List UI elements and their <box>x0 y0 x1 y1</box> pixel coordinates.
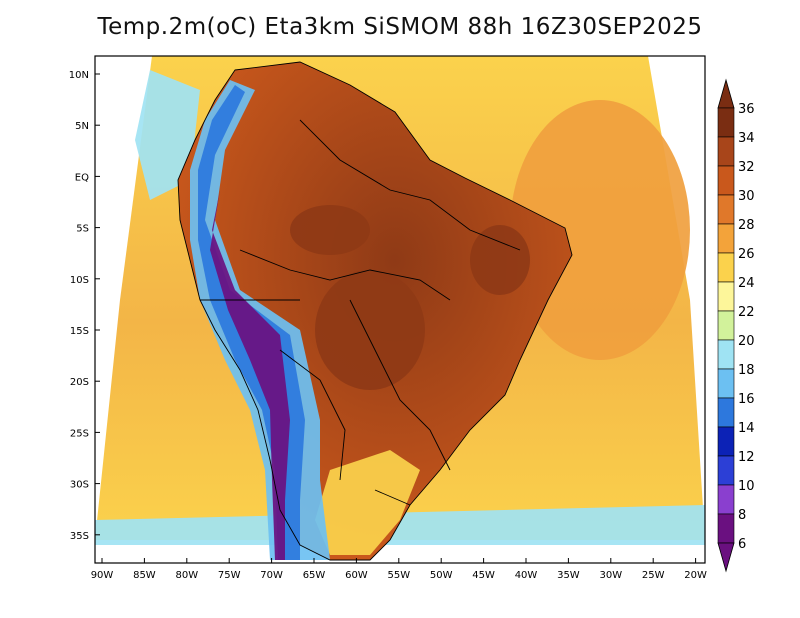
lat-tick-label: 35S <box>70 531 89 542</box>
lon-tick-label: 75W <box>218 570 241 581</box>
colorbar-swatch <box>717 426 735 457</box>
ocean-cool-south <box>95 505 705 545</box>
colorbar-swatch <box>717 194 735 225</box>
colorbar-label: 32 <box>738 160 755 175</box>
colorbar-label: 16 <box>738 392 755 407</box>
lon-tick-label: 35W <box>557 570 580 581</box>
lat-tick-label: 15S <box>70 326 89 337</box>
colorbar-swatch <box>717 484 735 515</box>
colorbar-swatch <box>717 397 735 428</box>
lon-tick-label: 85W <box>133 570 156 581</box>
colorbar-label: 26 <box>738 247 755 262</box>
andes-high <box>210 190 290 560</box>
colorbar-label: 34 <box>738 131 755 146</box>
lon-tick-label: 40W <box>515 570 538 581</box>
colorbar-swatch <box>717 223 735 254</box>
colorbar-label: 22 <box>738 305 755 320</box>
colorbar-label: 36 <box>738 102 755 117</box>
lat-tick-label: 25S <box>70 428 89 439</box>
lon-tick-label: 55W <box>387 570 410 581</box>
hot-core-amazon <box>290 205 370 255</box>
colorbar-label: 20 <box>738 334 755 349</box>
colorbar-label: 30 <box>738 189 755 204</box>
colorbar-swatch <box>717 252 735 283</box>
colorbar-label: 18 <box>738 363 755 378</box>
colorbar-label: 24 <box>738 276 755 291</box>
lat-tick-label: 5S <box>76 224 89 235</box>
hot-core-northeast <box>470 225 530 295</box>
map-frame <box>94 55 706 564</box>
lon-tick-label: 50W <box>430 570 453 581</box>
colorbar-label: 10 <box>738 479 755 494</box>
lat-tick-label: EQ <box>75 172 89 183</box>
colorbar-label: 14 <box>738 421 755 436</box>
lat-tick-label: 20S <box>70 377 89 388</box>
lon-tick-label: 65W <box>303 570 326 581</box>
colorbar-swatch <box>717 165 735 196</box>
colorbar-swatch <box>717 368 735 399</box>
lon-tick-label: 20W <box>684 570 707 581</box>
map-field <box>95 56 705 560</box>
ocean-warm-zone <box>510 100 690 360</box>
lat-tick-label: 30S <box>70 480 89 491</box>
colorbar-swatch <box>717 339 735 370</box>
colorbar-max-arrow <box>717 78 735 109</box>
lon-tick-label: 30W <box>599 570 622 581</box>
hot-core-central <box>315 270 425 390</box>
longitude-axis: 90W 85W 80W 75W 70W 65W 60W 55W 50W 45W 40W 35W 30W 2… <box>91 558 707 581</box>
lon-tick-label: 25W <box>642 570 665 581</box>
colorbar-label: 28 <box>738 218 755 233</box>
colorbar-min-arrow <box>717 542 735 573</box>
lon-tick-label: 70W <box>260 570 283 581</box>
lon-tick-label: 90W <box>91 570 114 581</box>
colorbar-swatch <box>717 455 735 486</box>
lat-tick-label: 5N <box>75 121 89 132</box>
map-title: Temp.2m(oC) Eta3km SiSMOM 88h 16Z30SEP20… <box>97 14 703 40</box>
lon-tick-label: 45W <box>472 570 495 581</box>
lon-tick-label: 60W <box>345 570 368 581</box>
southern-cone-cool <box>315 450 420 555</box>
colorbar-swatch <box>717 310 735 341</box>
colorbar-swatch <box>717 136 735 167</box>
lon-tick-label: 80W <box>175 570 198 581</box>
colorbar-swatch <box>717 513 735 544</box>
country-borders <box>177 61 573 561</box>
colorbar-swatch <box>717 281 735 312</box>
colorbar-label: 6 <box>738 537 746 552</box>
temperature-colorbar: 36 34 32 30 28 26 24 22 20 18 16 14 12 10 8 6 <box>717 78 755 573</box>
colorbar-label: 8 <box>738 508 746 523</box>
colorbar-swatch <box>717 107 735 138</box>
lat-tick-label: 10N <box>69 70 89 81</box>
colorbar-label: 12 <box>738 450 755 465</box>
lat-tick-label: 10S <box>70 275 89 286</box>
latitude-axis: 10N 5N EQ 5S 10S 15S 20S 25S 30S 35S <box>69 70 100 542</box>
